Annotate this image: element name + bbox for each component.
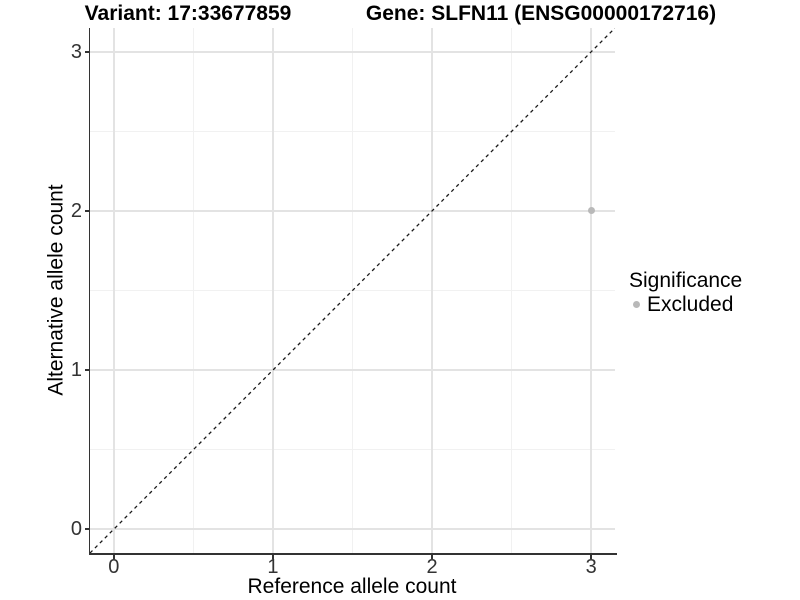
minor-gridline-vertical: [511, 28, 513, 553]
x-tick-mark: [590, 554, 592, 559]
y-tick-mark: [84, 369, 89, 371]
legend-entry-label: Excluded: [647, 292, 734, 316]
y-tick-label: 1: [70, 359, 82, 382]
x-tick-mark: [431, 554, 433, 559]
minor-gridline-horizontal: [90, 130, 615, 132]
y-tick-label: 0: [70, 518, 82, 541]
gene-title: Gene: SLFN11 (ENSG00000172716): [365, 2, 717, 25]
x-tick-mark: [113, 554, 115, 559]
major-gridline-horizontal: [90, 51, 615, 53]
major-gridline-vertical: [431, 28, 433, 553]
x-tick-label: 2: [426, 556, 438, 578]
x-axis-line: [88, 553, 617, 555]
legend-entry: Excluded: [629, 292, 742, 316]
y-tick-label: 3: [70, 40, 82, 63]
major-gridline-horizontal: [90, 369, 615, 371]
legend-title: Significance: [629, 269, 743, 292]
major-gridline-vertical: [590, 28, 592, 553]
legend-key: [629, 300, 643, 308]
variant-title: Variant: 17:33677859: [84, 2, 292, 25]
plot-panel: [90, 28, 615, 553]
x-tick-label: 3: [585, 556, 597, 578]
major-gridline-horizontal: [90, 528, 615, 530]
major-gridline-vertical: [272, 28, 274, 553]
identity-reference-line: [90, 28, 615, 553]
y-axis-line: [88, 28, 90, 555]
data-point: [587, 207, 595, 215]
legend-entries: Excluded: [629, 292, 742, 316]
major-gridline-horizontal: [90, 210, 615, 212]
x-tick-label: 1: [267, 556, 279, 578]
y-tick-mark: [84, 210, 89, 212]
major-gridline-vertical: [113, 28, 115, 553]
x-axis-title: Reference allele count: [247, 575, 457, 598]
y-tick-label: 2: [70, 199, 82, 222]
legend: Significance Excluded: [629, 269, 743, 316]
x-tick-label: 0: [108, 556, 120, 578]
y-tick-mark: [84, 528, 89, 530]
y-tick-mark: [84, 51, 89, 53]
x-tick-mark: [272, 554, 274, 559]
legend-key-dot-icon: [632, 300, 640, 308]
